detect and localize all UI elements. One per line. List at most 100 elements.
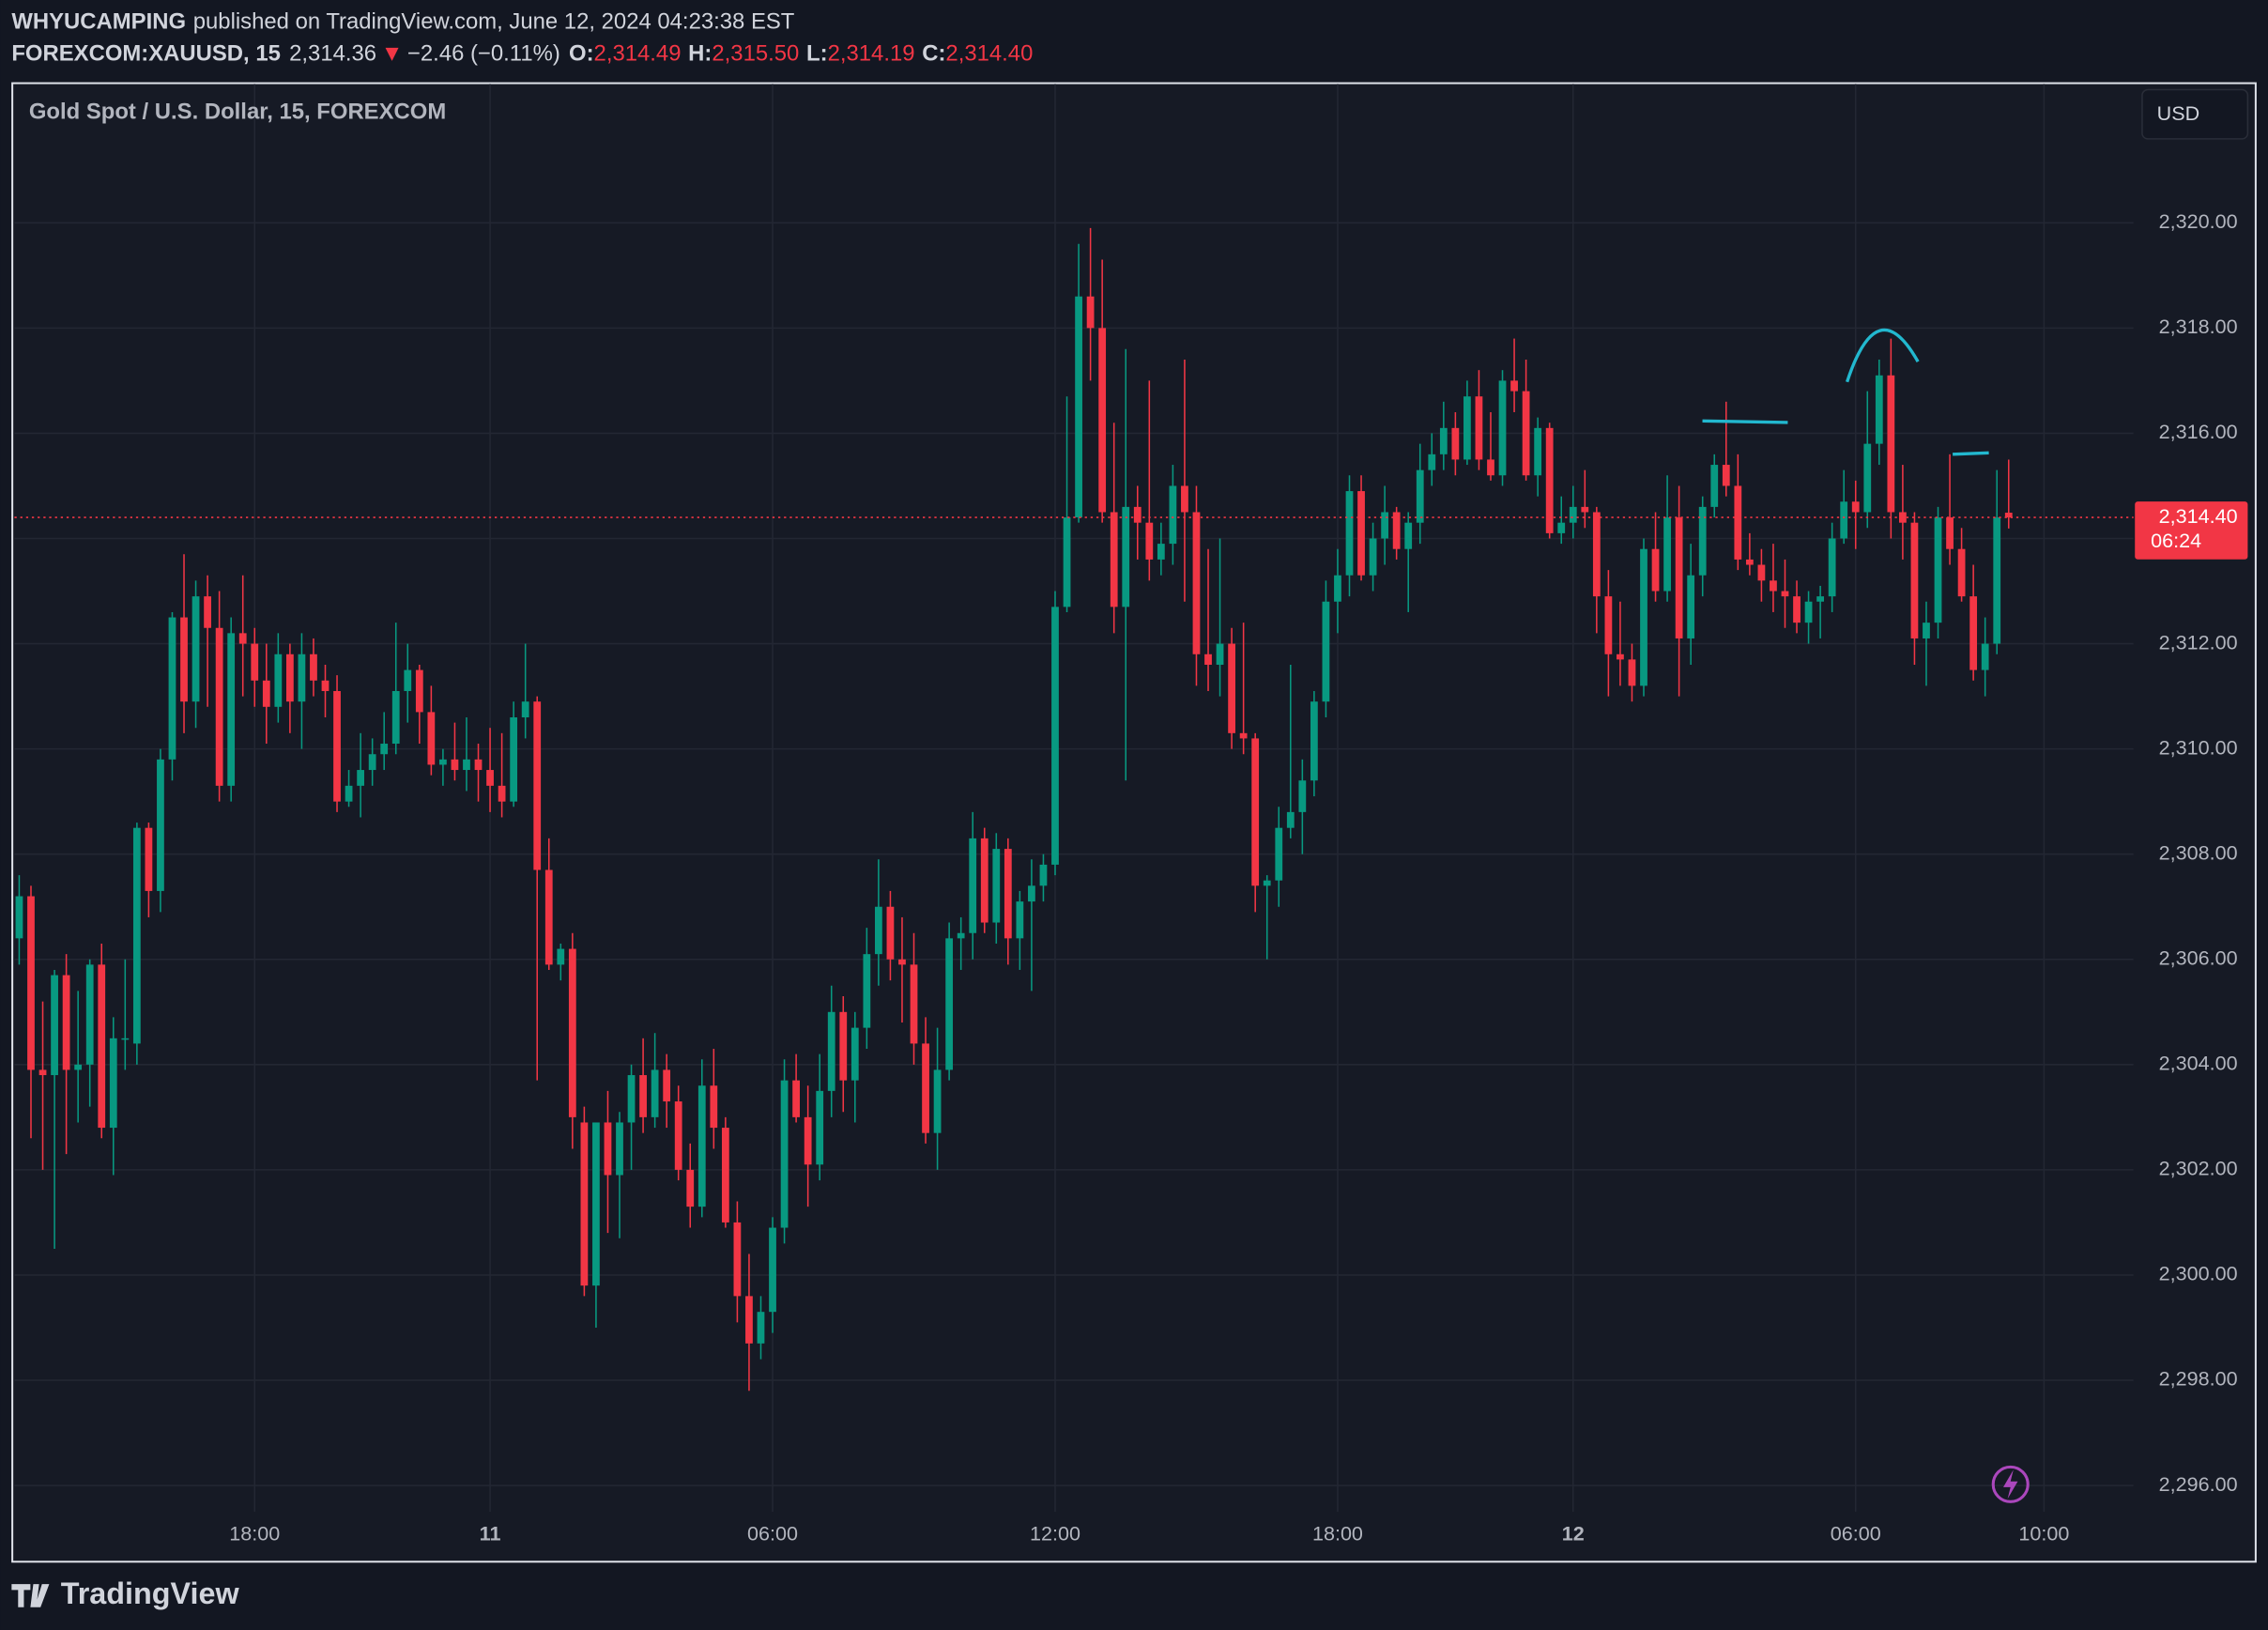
candle-body (1604, 596, 1613, 654)
candle-body (745, 1296, 753, 1344)
candle-body (1816, 596, 1824, 602)
candle-body (157, 759, 164, 891)
candle-body (1016, 901, 1024, 939)
candle-body (1887, 375, 1895, 513)
candle-body (1981, 643, 1989, 670)
candle-body (1828, 538, 1836, 597)
candle-body (1969, 596, 1978, 670)
candle-body (863, 954, 871, 1028)
y-tick-label: 2,308.00 (2159, 840, 2238, 864)
y-tick-label: 2,310.00 (2159, 735, 2238, 759)
candle-body (651, 1069, 659, 1117)
candle-body (1239, 732, 1248, 739)
candle-body (85, 964, 94, 1065)
candle-body (1286, 811, 1295, 828)
candle-body (898, 959, 906, 965)
candle-body (1345, 491, 1354, 576)
candle-body (121, 1038, 130, 1040)
symbol-line: FOREXCOM:XAUUSD, 15 2,314.36 ▼ −2.46 (−0.11… (11, 41, 1033, 67)
candle-body (1428, 454, 1436, 470)
candle-body (380, 744, 389, 755)
y-tick-label: 2,304.00 (2159, 1052, 2238, 1075)
candle-body (733, 1222, 742, 1297)
candle-body (1781, 591, 1789, 597)
candle-body (875, 906, 882, 955)
candle-body (1039, 864, 1048, 886)
candle-body (1263, 880, 1271, 886)
ohlc-value: 2,315.50 (712, 41, 799, 67)
candle-body (697, 1085, 706, 1207)
candle-body (1169, 485, 1177, 545)
candle-body (969, 838, 977, 933)
candle-body (1923, 623, 1930, 638)
candle-body (132, 827, 141, 1044)
candle-body (474, 759, 483, 771)
candle-body (1475, 396, 1483, 460)
candle-body (1463, 396, 1471, 460)
candle-body (391, 690, 400, 745)
candle-body (1063, 517, 1071, 607)
candle-body (1663, 517, 1671, 592)
y-tick-label: 2,320.00 (2159, 209, 2238, 233)
candle-body (1192, 512, 1201, 654)
candle-body (922, 1043, 929, 1133)
y-tick-label: 2,316.00 (2159, 420, 2238, 443)
candle-body (639, 1075, 647, 1117)
y-tick-label: 2,302.00 (2159, 1157, 2238, 1180)
brand-name: TradingView (61, 1576, 240, 1610)
candle-body (498, 785, 506, 802)
candle-body (1322, 601, 1330, 702)
candle-body (686, 1169, 695, 1207)
candle-body (285, 654, 294, 702)
candle-body (780, 1080, 789, 1228)
candle-body (1569, 506, 1577, 523)
symbol: FOREXCOM:XAUUSD, 15 (11, 41, 281, 67)
candle-body (404, 669, 412, 691)
candle-body (910, 964, 918, 1044)
drawing-arc (1845, 328, 1920, 383)
change-arrow: ▼ (381, 41, 404, 67)
currency-button[interactable] (2141, 88, 2249, 140)
y-tick-label: 2,300.00 (2159, 1262, 2238, 1285)
alert-icon[interactable] (1991, 1465, 2030, 1503)
ohlc-value: 2,314.19 (828, 41, 915, 67)
candles (15, 227, 2013, 1392)
candle-body (769, 1227, 776, 1313)
candle-body (451, 759, 459, 771)
candle-body (804, 1116, 812, 1165)
candle-body (1133, 506, 1142, 523)
candle-body (616, 1122, 623, 1176)
candle-body (557, 948, 565, 965)
chart-frame (11, 82, 2257, 1563)
candle-body (886, 906, 895, 960)
candle-body (1734, 485, 1742, 560)
candle-body (1392, 512, 1401, 549)
overlay: 2,296.00 2,298.00 2,300.00 2,302.00 2,304.00… (14, 209, 2248, 1545)
candle-body (1157, 544, 1165, 560)
x-tick-label: 18:00 (229, 1521, 280, 1545)
candle-body (627, 1075, 636, 1123)
candle-body (1934, 517, 1942, 623)
price-change: −2.46 (−0.11%) (407, 41, 560, 67)
currency-label[interactable]: USD (2157, 101, 2200, 125)
candle-body (1228, 643, 1235, 733)
candle-body (1498, 380, 1507, 476)
candle-body (1863, 443, 1872, 513)
candle-body (1557, 522, 1566, 533)
candle-body (992, 849, 1001, 923)
y-tick-label: 2,306.00 (2159, 946, 2238, 969)
candle-body (1592, 512, 1601, 597)
x-tick-label: 11 (480, 1521, 501, 1545)
candle-body (544, 869, 553, 965)
candle-body (1993, 517, 2001, 644)
y-tick-label: 2,312.00 (2159, 630, 2238, 654)
candle-body (839, 1011, 848, 1081)
candle-body (1722, 465, 1730, 486)
candle-body (238, 633, 247, 644)
candle-body (463, 759, 470, 771)
candle-body (415, 669, 423, 713)
alert-icon-bolt (2003, 1469, 2018, 1499)
candle-body (298, 654, 306, 702)
candle-body (1251, 738, 1260, 886)
